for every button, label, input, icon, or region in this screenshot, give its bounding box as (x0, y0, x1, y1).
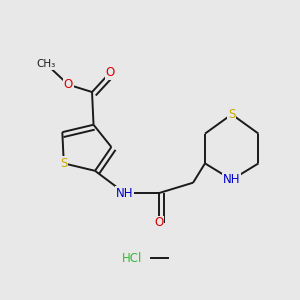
Text: O: O (105, 66, 115, 79)
Text: NH: NH (116, 187, 134, 200)
Text: S: S (228, 108, 236, 121)
Text: O: O (64, 78, 73, 91)
Text: HCl: HCl (122, 252, 142, 265)
Text: CH₃: CH₃ (36, 59, 56, 69)
Text: S: S (60, 157, 68, 170)
Text: NH: NH (223, 173, 241, 186)
Text: O: O (154, 216, 164, 229)
